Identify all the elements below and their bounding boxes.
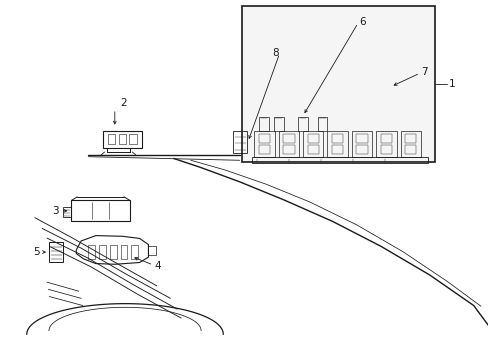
Bar (71, 201, 130, 221)
Bar (88, 244, 95, 259)
Bar (259, 117, 268, 131)
Bar (242, 6, 434, 162)
Bar (400, 131, 420, 157)
Bar (110, 244, 117, 259)
Bar (62, 207, 71, 217)
Bar (303, 131, 323, 157)
Bar (405, 134, 416, 143)
Text: 1: 1 (447, 79, 454, 89)
Bar (331, 134, 343, 143)
Bar (251, 157, 427, 163)
Text: 5: 5 (33, 247, 40, 257)
Bar (131, 244, 138, 259)
Bar (380, 145, 391, 154)
Bar (375, 131, 396, 157)
Bar (351, 131, 371, 157)
Text: 4: 4 (154, 261, 161, 271)
Bar (99, 244, 106, 259)
Bar (103, 131, 142, 148)
Bar (258, 134, 269, 143)
Bar (307, 145, 318, 154)
Bar (129, 134, 137, 144)
Bar (148, 246, 156, 255)
Text: 7: 7 (420, 67, 427, 77)
Bar (380, 134, 391, 143)
Bar (273, 117, 283, 131)
Bar (49, 242, 63, 262)
Text: 3: 3 (53, 206, 59, 216)
Bar (405, 145, 416, 154)
Bar (119, 134, 126, 144)
Text: 6: 6 (358, 17, 365, 27)
Bar (307, 134, 318, 143)
Bar (298, 117, 307, 131)
Bar (327, 131, 347, 157)
Bar (283, 145, 294, 154)
Bar (278, 131, 299, 157)
Text: 8: 8 (271, 48, 278, 58)
Bar (108, 134, 115, 144)
Bar (356, 134, 367, 143)
Text: 2: 2 (121, 98, 127, 108)
Bar (283, 134, 294, 143)
Bar (258, 145, 269, 154)
Bar (317, 117, 327, 131)
Bar (331, 145, 343, 154)
Bar (233, 131, 246, 153)
Bar (356, 145, 367, 154)
Bar (254, 131, 274, 157)
Bar (121, 244, 127, 259)
